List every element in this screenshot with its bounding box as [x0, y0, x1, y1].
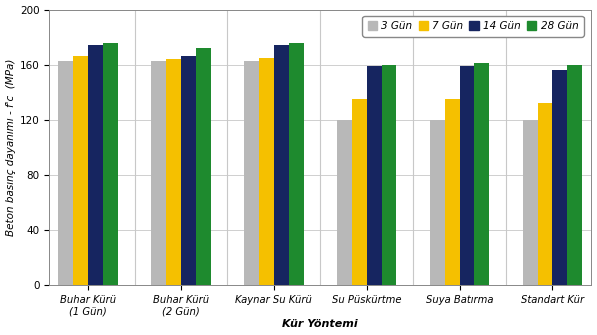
Bar — [274, 46, 289, 285]
Bar — [381, 65, 396, 285]
Bar — [430, 120, 445, 285]
Bar — [445, 99, 460, 285]
Bar — [103, 43, 118, 285]
Bar — [460, 66, 475, 285]
Bar — [289, 43, 304, 285]
Bar — [367, 66, 381, 285]
Bar — [88, 46, 103, 285]
Bar — [475, 63, 490, 285]
Bar — [259, 58, 274, 285]
X-axis label: Kür Yöntemi: Kür Yöntemi — [282, 320, 358, 329]
Bar — [151, 61, 166, 285]
Bar — [567, 65, 582, 285]
Y-axis label: Beton basınç dayanımı - f'c  (MPa): Beton basınç dayanımı - f'c (MPa) — [5, 59, 16, 236]
Bar — [337, 120, 352, 285]
Bar — [352, 99, 367, 285]
Bar — [523, 120, 537, 285]
Bar — [244, 61, 259, 285]
Bar — [59, 61, 73, 285]
Legend: 3 Gün, 7 Gün, 14 Gün, 28 Gün: 3 Gün, 7 Gün, 14 Gün, 28 Gün — [362, 16, 583, 37]
Bar — [73, 56, 88, 285]
Bar — [196, 48, 211, 285]
Bar — [181, 56, 196, 285]
Bar — [552, 70, 567, 285]
Bar — [166, 59, 181, 285]
Bar — [537, 103, 552, 285]
